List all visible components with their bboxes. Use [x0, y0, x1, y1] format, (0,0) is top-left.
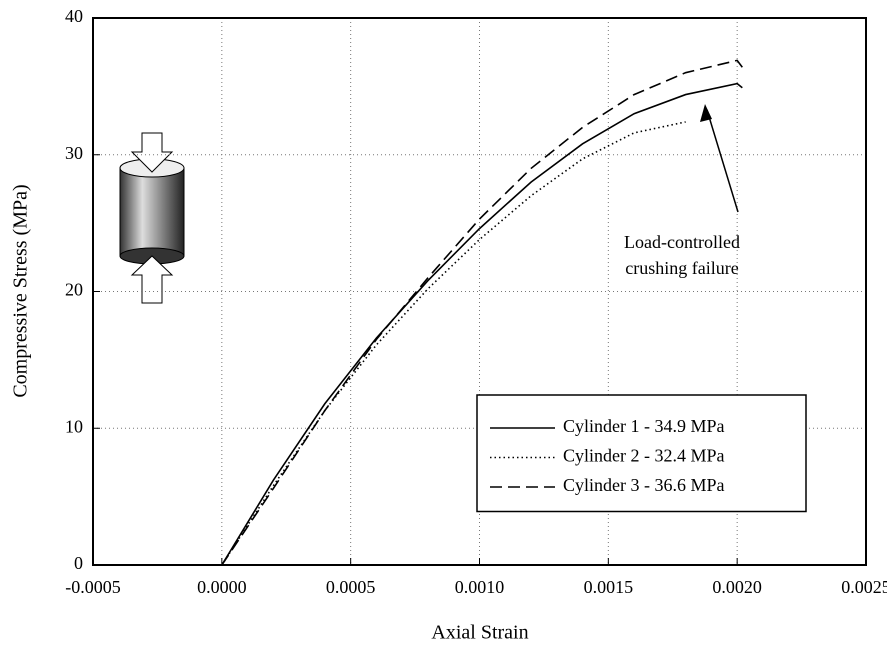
- series-line: [221, 59, 743, 566]
- y-axis-label: Compressive Stress (MPa): [10, 184, 32, 397]
- x-tick-label: 0.0000: [197, 577, 247, 597]
- legend-box: [476, 394, 807, 513]
- cylinder-icon: [119, 132, 185, 304]
- y-tick-label: 10: [65, 416, 83, 436]
- x-tick-label: 0.0020: [712, 577, 762, 597]
- x-axis-label: Axial Strain: [431, 622, 528, 644]
- y-tick-label: 40: [65, 6, 83, 26]
- y-tick-label: 20: [65, 280, 83, 300]
- x-tick-label: 0.0005: [326, 577, 376, 597]
- y-tick-label: 30: [65, 143, 83, 163]
- legend-label: Cylinder 2 - 32.4 MPa: [563, 446, 725, 466]
- legend-label: Cylinder 1 - 34.9 MPa: [563, 416, 725, 436]
- x-tick-label: 0.0025: [841, 577, 887, 597]
- series-line: [221, 82, 743, 566]
- plot-frame: [92, 17, 867, 566]
- annotation-arrow: [706, 109, 739, 213]
- x-tick-label: 0.0010: [455, 577, 505, 597]
- series-line: [221, 121, 686, 566]
- annotation: crushing failure: [625, 258, 738, 278]
- annotation-arrowhead: [700, 104, 712, 122]
- x-tick-label: 0.0015: [584, 577, 634, 597]
- annotation: Load-controlled: [624, 232, 740, 252]
- y-tick-label: 0: [74, 553, 83, 573]
- legend-label: Cylinder 3 - 36.6 MPa: [563, 475, 725, 495]
- x-tick-label: -0.0005: [65, 577, 121, 597]
